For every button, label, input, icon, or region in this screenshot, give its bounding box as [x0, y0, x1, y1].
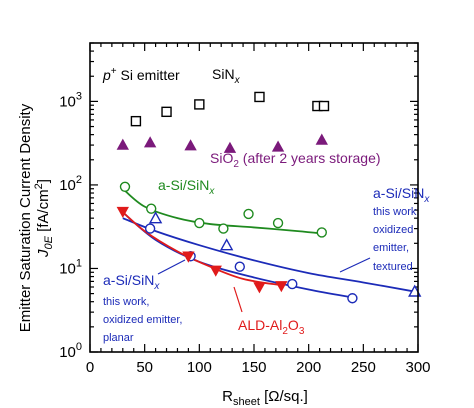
- data-point: [144, 223, 156, 234]
- data-point: [318, 100, 330, 112]
- data-point: [253, 282, 266, 294]
- data-point: [130, 115, 142, 127]
- svg-text:a-Si/SiNx: a-Si/SiNx: [103, 272, 160, 292]
- svg-text:emitter,: emitter,: [373, 242, 409, 254]
- data-point: [275, 281, 288, 293]
- y-axis-title-line2: J0E [fA/cm2]: [33, 179, 55, 258]
- annotation-ald: ALD-Al2O3: [238, 317, 305, 337]
- data-point: [315, 133, 328, 145]
- svg-text:oxidized: oxidized: [373, 224, 413, 236]
- data-point: [219, 238, 234, 251]
- y-tick-label: 103: [59, 90, 82, 110]
- pointer-planar: [157, 259, 186, 275]
- x-tick-label: 100: [187, 359, 212, 376]
- y-tick-label: 102: [59, 174, 82, 194]
- annotation-sinx: SiNx: [212, 66, 241, 86]
- pointer-ald: [233, 286, 243, 313]
- svg-text:this work,: this work,: [373, 206, 419, 218]
- data-point: [209, 265, 222, 277]
- svg-text:a-Si/SiNx: a-Si/SiNx: [373, 185, 430, 205]
- x-tick-label: 150: [241, 359, 266, 376]
- data-point: [316, 227, 327, 238]
- y-tick-label: 101: [59, 257, 82, 277]
- data-point: [243, 208, 254, 220]
- svg-text:textured: textured: [373, 261, 413, 273]
- annotation-sio2: SiO2 (after 2 years storage): [210, 150, 381, 170]
- svg-text:planar: planar: [103, 332, 134, 344]
- data-point: [287, 278, 298, 290]
- data-point: [254, 91, 265, 103]
- fit-line: [122, 211, 353, 299]
- y-axis-title: Emitter Saturation Current Density J0E […: [17, 103, 55, 332]
- data-point: [234, 261, 245, 272]
- x-tick-label: 200: [296, 359, 321, 376]
- annotation-emitter: p+ Si emitter: [102, 66, 180, 83]
- x-tick-label: 0: [86, 359, 94, 376]
- svg-text:oxidized emitter,: oxidized emitter,: [103, 314, 182, 326]
- data-point: [194, 217, 205, 229]
- data-point: [148, 211, 163, 224]
- data-point: [223, 141, 237, 153]
- fit-line: [122, 217, 419, 294]
- data-point: [347, 293, 358, 304]
- data-point: [161, 106, 172, 118]
- data-point: [194, 99, 205, 110]
- fit-line: [122, 188, 326, 235]
- x-tick-label: 250: [351, 359, 376, 376]
- data-point: [271, 140, 285, 152]
- x-tick-label: 50: [136, 359, 153, 376]
- plot-frame: [89, 42, 419, 353]
- data-point: [218, 223, 229, 234]
- data-point: [146, 203, 157, 214]
- data-point: [116, 206, 129, 218]
- annotation-asi-green: a-Si/SiNx: [158, 177, 215, 197]
- data-point: [119, 181, 131, 192]
- pointer-textured: [339, 257, 371, 273]
- annotation-asi-textured: a-Si/SiNx this work, oxidized emitter, t…: [373, 185, 430, 273]
- markers-layer: [116, 91, 422, 304]
- y-tick-label: 100: [59, 341, 82, 361]
- x-tick-label: 300: [405, 359, 430, 376]
- x-axis-title: Rsheet [Ω/sq.]: [222, 388, 308, 408]
- annotation-asi-planar: a-Si/SiNx this work, oxidized emitter, p…: [103, 272, 182, 344]
- data-point: [116, 138, 129, 150]
- data-point: [184, 139, 197, 151]
- data-point: [182, 251, 195, 263]
- svg-text:this work,: this work,: [103, 296, 149, 308]
- data-point: [272, 217, 284, 229]
- y-axis-title-line1: Emitter Saturation Current Density: [17, 103, 34, 332]
- data-point: [143, 136, 157, 148]
